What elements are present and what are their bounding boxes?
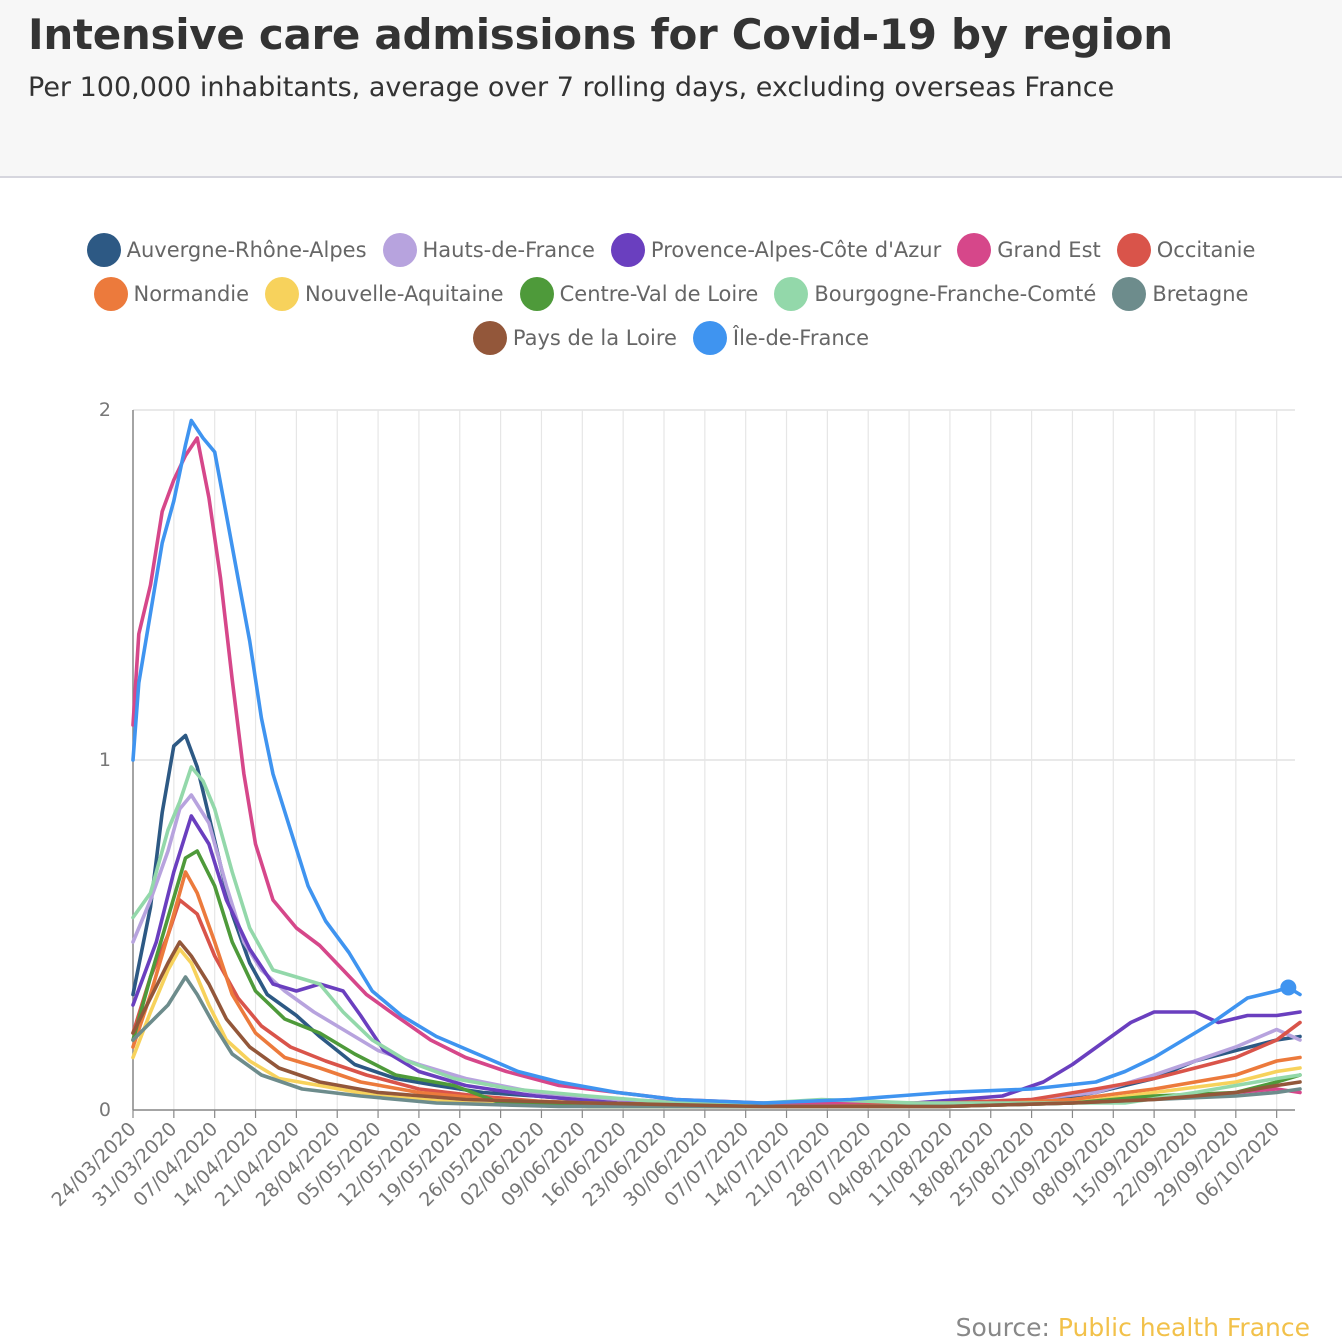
legend-item-hauts-de-france[interactable]: Hauts-de-France — [382, 233, 595, 267]
source-link[interactable]: Public health France — [1057, 1313, 1310, 1342]
legend-label: Normandie — [133, 282, 250, 306]
legend-row: Normandie Nouvelle-Aquitaine Centre-Val de… — [0, 272, 1342, 316]
source-credit: Source: Public health France — [956, 1313, 1310, 1342]
legend-item-centre-val-de-loire[interactable]: Centre-Val de Loire — [519, 277, 759, 311]
legend-swatch — [86, 233, 121, 267]
series-line-occitanie — [131, 898, 1302, 1109]
legend-swatch — [472, 321, 507, 355]
legend-item-occitanie[interactable]: Occitanie — [1116, 233, 1256, 267]
legend-label: Bourgogne-Franche-Comté — [814, 282, 1097, 306]
legend-row: Pays de la Loire Île-de-France — [0, 316, 1342, 360]
legend-swatch — [1112, 277, 1147, 311]
legend-swatch — [774, 277, 809, 311]
legend-item-pays-de-la-loire[interactable]: Pays de la Loire — [472, 321, 677, 355]
legend-swatch — [957, 233, 992, 267]
legend-label: Occitanie — [1156, 238, 1256, 262]
legend-swatch — [692, 321, 727, 355]
legend-label: Bretagne — [1152, 282, 1249, 306]
legend-swatch — [519, 277, 554, 311]
y-tick-label: 1 — [99, 749, 111, 771]
legend-item-normandie[interactable]: Normandie — [93, 277, 250, 311]
series-line-provence-alpes-cote-d-azur — [131, 814, 1302, 1109]
series-line-nouvelle-aquitaine — [131, 947, 1302, 1109]
legend-swatch — [610, 233, 645, 267]
series-line-normandie — [131, 870, 1302, 1109]
legend-swatch — [1116, 233, 1151, 267]
legend-label: Grand Est — [997, 238, 1101, 262]
legend-item-bourgogne-franche-comte[interactable]: Bourgogne-Franche-Comté — [774, 277, 1096, 311]
legend-swatch — [265, 277, 300, 311]
series-line-pays-de-la-loire — [131, 940, 1302, 1109]
legend-label: Nouvelle-Aquitaine — [305, 282, 504, 306]
legend-label: Provence-Alpes-Côte d'Azur — [650, 238, 942, 262]
chart-subtitle: Per 100,000 inhabitants, average over 7 … — [28, 72, 1115, 103]
series-line-auvergne-rhone-alpes — [131, 733, 1302, 1109]
source-label: Source: — [955, 1313, 1050, 1342]
legend-label: Île-de-France — [732, 326, 870, 350]
legend-label: Pays de la Loire — [512, 326, 677, 350]
legend-label: Auvergne-Rhône-Alpes — [126, 238, 367, 262]
legend-item-bretagne[interactable]: Bretagne — [1112, 277, 1248, 311]
legend-item-auvergne-rhone-alpes[interactable]: Auvergne-Rhône-Alpes — [86, 233, 367, 267]
legend-item-grand-est[interactable]: Grand Est — [957, 233, 1101, 267]
chart-legend: Auvergne-Rhône-Alpes Hauts-de-France Prove… — [0, 228, 1342, 360]
legend-item-nouvelle-aquitaine[interactable]: Nouvelle-Aquitaine — [265, 277, 504, 311]
legend-swatch — [382, 233, 417, 267]
chart-title: Intensive care admissions for Covid-19 b… — [28, 10, 1173, 59]
series-line-grand-est — [131, 436, 1302, 1105]
legend-label: Centre-Val de Loire — [559, 282, 759, 306]
y-tick-label: 0 — [99, 1099, 111, 1121]
highlight-point — [1280, 979, 1297, 996]
legend-row: Auvergne-Rhône-Alpes Hauts-de-France Prove… — [0, 228, 1342, 272]
series-line-hauts-de-france — [131, 793, 1302, 1105]
legend-item-provence-alpes-cote-d-azur[interactable]: Provence-Alpes-Côte d'Azur — [610, 233, 942, 267]
legend-item-ile-de-france[interactable]: Île-de-France — [692, 321, 870, 355]
y-tick-label: 2 — [99, 399, 111, 421]
legend-swatch — [93, 277, 128, 311]
chart-header: Intensive care admissions for Covid-19 b… — [0, 0, 1342, 178]
series-line-ile-de-france — [131, 418, 1302, 1105]
legend-label: Hauts-de-France — [422, 238, 595, 262]
